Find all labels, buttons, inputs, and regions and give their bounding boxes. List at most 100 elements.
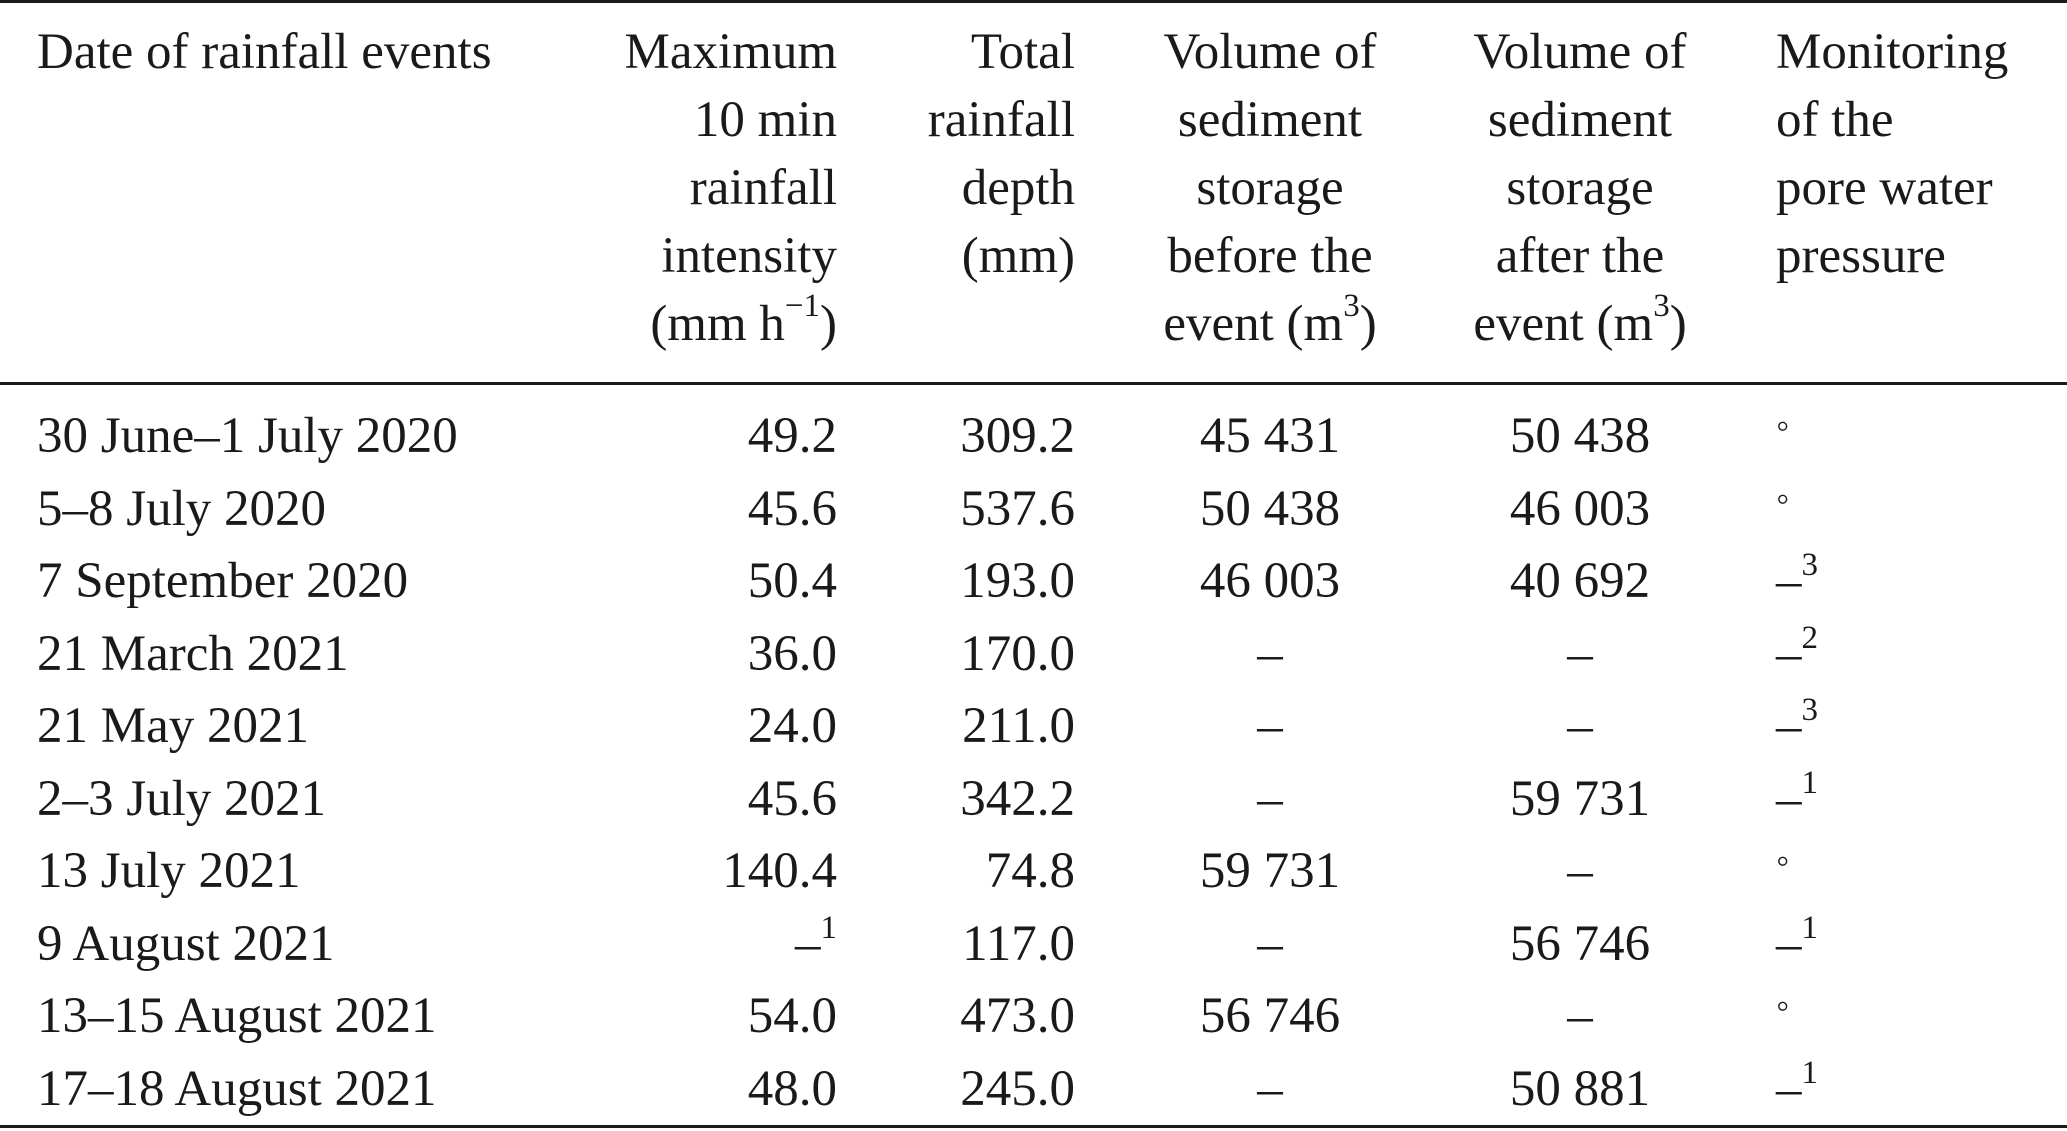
header-date: Date of rainfall events xyxy=(37,24,492,80)
table-bottom-rule xyxy=(0,1125,2067,1128)
table-row: 9 August 2021 –1 117.0–56 746 –1 xyxy=(0,908,2067,980)
cell-volume-after: 50 881 xyxy=(1509,1060,1651,1117)
table-row: 2–3 July 2021 45.6 342.2–59 731 –1 xyxy=(0,763,2067,835)
table-top-rule xyxy=(0,0,2067,3)
cell-monitoring: –1 xyxy=(1776,763,2056,841)
cell-volume-after: – xyxy=(1567,988,1593,1044)
footnote-marker: 1 xyxy=(820,909,838,946)
cell-volume-before: 45 431 xyxy=(1199,408,1341,464)
cell-max-intensity: 24.0 xyxy=(560,690,837,762)
cell-volume-before: 50 438 xyxy=(1199,480,1341,537)
footnote-marker: 1 xyxy=(1801,764,1819,801)
cell-max-intensity: 45.6 xyxy=(560,763,837,835)
cell-max-intensity: 54.0 xyxy=(560,980,837,1052)
cell-max-intensity: 48.0 xyxy=(560,1053,837,1125)
cell-max-intensity: 49.2 xyxy=(560,400,837,472)
footnote-marker: 1 xyxy=(1801,909,1819,946)
cell-monitoring: –1 xyxy=(1776,1053,2056,1131)
cell-date: 9 August 2021 xyxy=(37,915,335,972)
cell-monitoring: ◦ xyxy=(1776,980,2056,1056)
max-intensity-value: 54.0 xyxy=(747,988,837,1044)
cell-volume-after: – xyxy=(1567,698,1593,754)
table-row: 5–8 July 2020 45.6 537.6 50 438 46 003 ◦ xyxy=(0,473,2067,545)
footnote-marker: 2 xyxy=(1801,619,1819,656)
table-row: 7 September 2020 50.4 193.0 46 003 40 692 –3 xyxy=(0,545,2067,617)
max-intensity-value: 49.2 xyxy=(747,408,837,464)
cell-volume-before: 56 746 xyxy=(1199,988,1341,1044)
header-volume-before: Volume of sediment storage before the ev… xyxy=(1163,24,1377,352)
not-monitored-dash: – xyxy=(1776,1060,1802,1117)
cell-max-intensity: 36.0 xyxy=(560,618,837,690)
cell-volume-before: – xyxy=(1257,1060,1283,1117)
table-row: 13–15 August 2021 54.0 473.0 56 746 – ◦ xyxy=(0,980,2067,1052)
monitored-circle-icon: ◦ xyxy=(1776,405,1790,447)
cell-monitoring: –2 xyxy=(1776,618,2056,696)
max-intensity-value: – xyxy=(795,915,821,972)
cell-max-intensity: 45.6 xyxy=(560,473,837,545)
cell-volume-after: – xyxy=(1567,625,1593,682)
table-row: 17–18 August 2021 48.0 245.0–50 881 –1 xyxy=(0,1053,2067,1125)
cell-date: 7 September 2020 xyxy=(37,553,409,609)
cell-monitoring: ◦ xyxy=(1776,473,2056,549)
cell-volume-after: 59 731 xyxy=(1509,770,1651,827)
cell-volume-after: 56 746 xyxy=(1509,915,1651,972)
max-intensity-value: 45.6 xyxy=(747,480,837,537)
cell-monitoring: –3 xyxy=(1776,690,2056,768)
cell-max-intensity: –1 xyxy=(560,908,837,986)
cell-date: 13 July 2021 xyxy=(37,843,301,899)
max-intensity-value: 48.0 xyxy=(747,1060,837,1117)
monitored-circle-icon: ◦ xyxy=(1776,840,1790,882)
table-header-row: Date of rainfall events Maximum 10 min r… xyxy=(0,18,2067,378)
cell-monitoring: –3 xyxy=(1776,545,2056,623)
cell-date: 21 March 2021 xyxy=(37,625,349,682)
not-monitored-dash: – xyxy=(1776,553,1802,609)
max-intensity-value: 36.0 xyxy=(747,625,837,682)
cell-volume-before: – xyxy=(1257,770,1283,827)
header-monitoring: Monitoring of the pore water pressure xyxy=(1776,24,2009,284)
cell-total-depth: 211.0 xyxy=(962,698,1075,754)
cell-volume-before: – xyxy=(1257,698,1283,754)
cell-total-depth: 537.6 xyxy=(960,480,1075,537)
cell-volume-after: 46 003 xyxy=(1509,480,1651,537)
cell-volume-before: – xyxy=(1257,915,1283,972)
max-intensity-value: 45.6 xyxy=(747,770,837,827)
cell-volume-after: 50 438 xyxy=(1509,408,1651,464)
cell-monitoring: ◦ xyxy=(1776,400,2056,476)
cell-volume-after: – xyxy=(1567,843,1593,899)
not-monitored-dash: – xyxy=(1776,915,1802,972)
cell-date: 13–15 August 2021 xyxy=(37,988,437,1044)
cell-total-depth: 473.0 xyxy=(960,988,1075,1044)
monitored-circle-icon: ◦ xyxy=(1776,477,1790,520)
table-row: 13 July 2021 140.4 74.8 59 731 – ◦ xyxy=(0,835,2067,907)
cell-volume-after: 40 692 xyxy=(1509,553,1651,609)
table-header-rule xyxy=(0,382,2067,385)
cell-total-depth: 170.0 xyxy=(960,625,1075,682)
cell-date: 2–3 July 2021 xyxy=(37,770,327,827)
not-monitored-dash: – xyxy=(1776,770,1802,827)
cell-total-depth: 193.0 xyxy=(960,553,1075,609)
cell-date: 21 May 2021 xyxy=(37,698,309,754)
footnote-marker: 3 xyxy=(1801,547,1819,583)
cell-total-depth: 245.0 xyxy=(960,1060,1075,1117)
max-intensity-value: 24.0 xyxy=(747,698,837,754)
cell-date: 30 June–1 July 2020 xyxy=(37,408,458,464)
cell-volume-before: 59 731 xyxy=(1199,843,1341,899)
cell-monitoring: ◦ xyxy=(1776,835,2056,911)
footnote-marker: 1 xyxy=(1801,1054,1819,1091)
cell-volume-before: 46 003 xyxy=(1199,553,1341,609)
header-volume-after: Volume of sediment storage after the eve… xyxy=(1473,24,1687,352)
cell-max-intensity: 50.4 xyxy=(560,545,837,617)
cell-date: 17–18 August 2021 xyxy=(37,1060,437,1117)
monitored-circle-icon: ◦ xyxy=(1776,985,1790,1027)
header-max-intensity: Maximum 10 min rainfall intensity (mm h−… xyxy=(624,24,838,352)
cell-date: 5–8 July 2020 xyxy=(37,480,327,537)
max-intensity-value: 50.4 xyxy=(747,553,837,609)
table-row: 30 June–1 July 2020 49.2 309.2 45 431 50 438… xyxy=(0,400,2067,472)
cell-total-depth: 309.2 xyxy=(960,408,1075,464)
table-row: 21 May 2021 24.0 211.0– – –3 xyxy=(0,690,2067,762)
footnote-marker: 3 xyxy=(1801,692,1819,728)
cell-max-intensity: 140.4 xyxy=(560,835,837,907)
not-monitored-dash: – xyxy=(1776,625,1802,682)
cell-total-depth: 74.8 xyxy=(985,843,1075,899)
cell-total-depth: 117.0 xyxy=(962,915,1075,972)
